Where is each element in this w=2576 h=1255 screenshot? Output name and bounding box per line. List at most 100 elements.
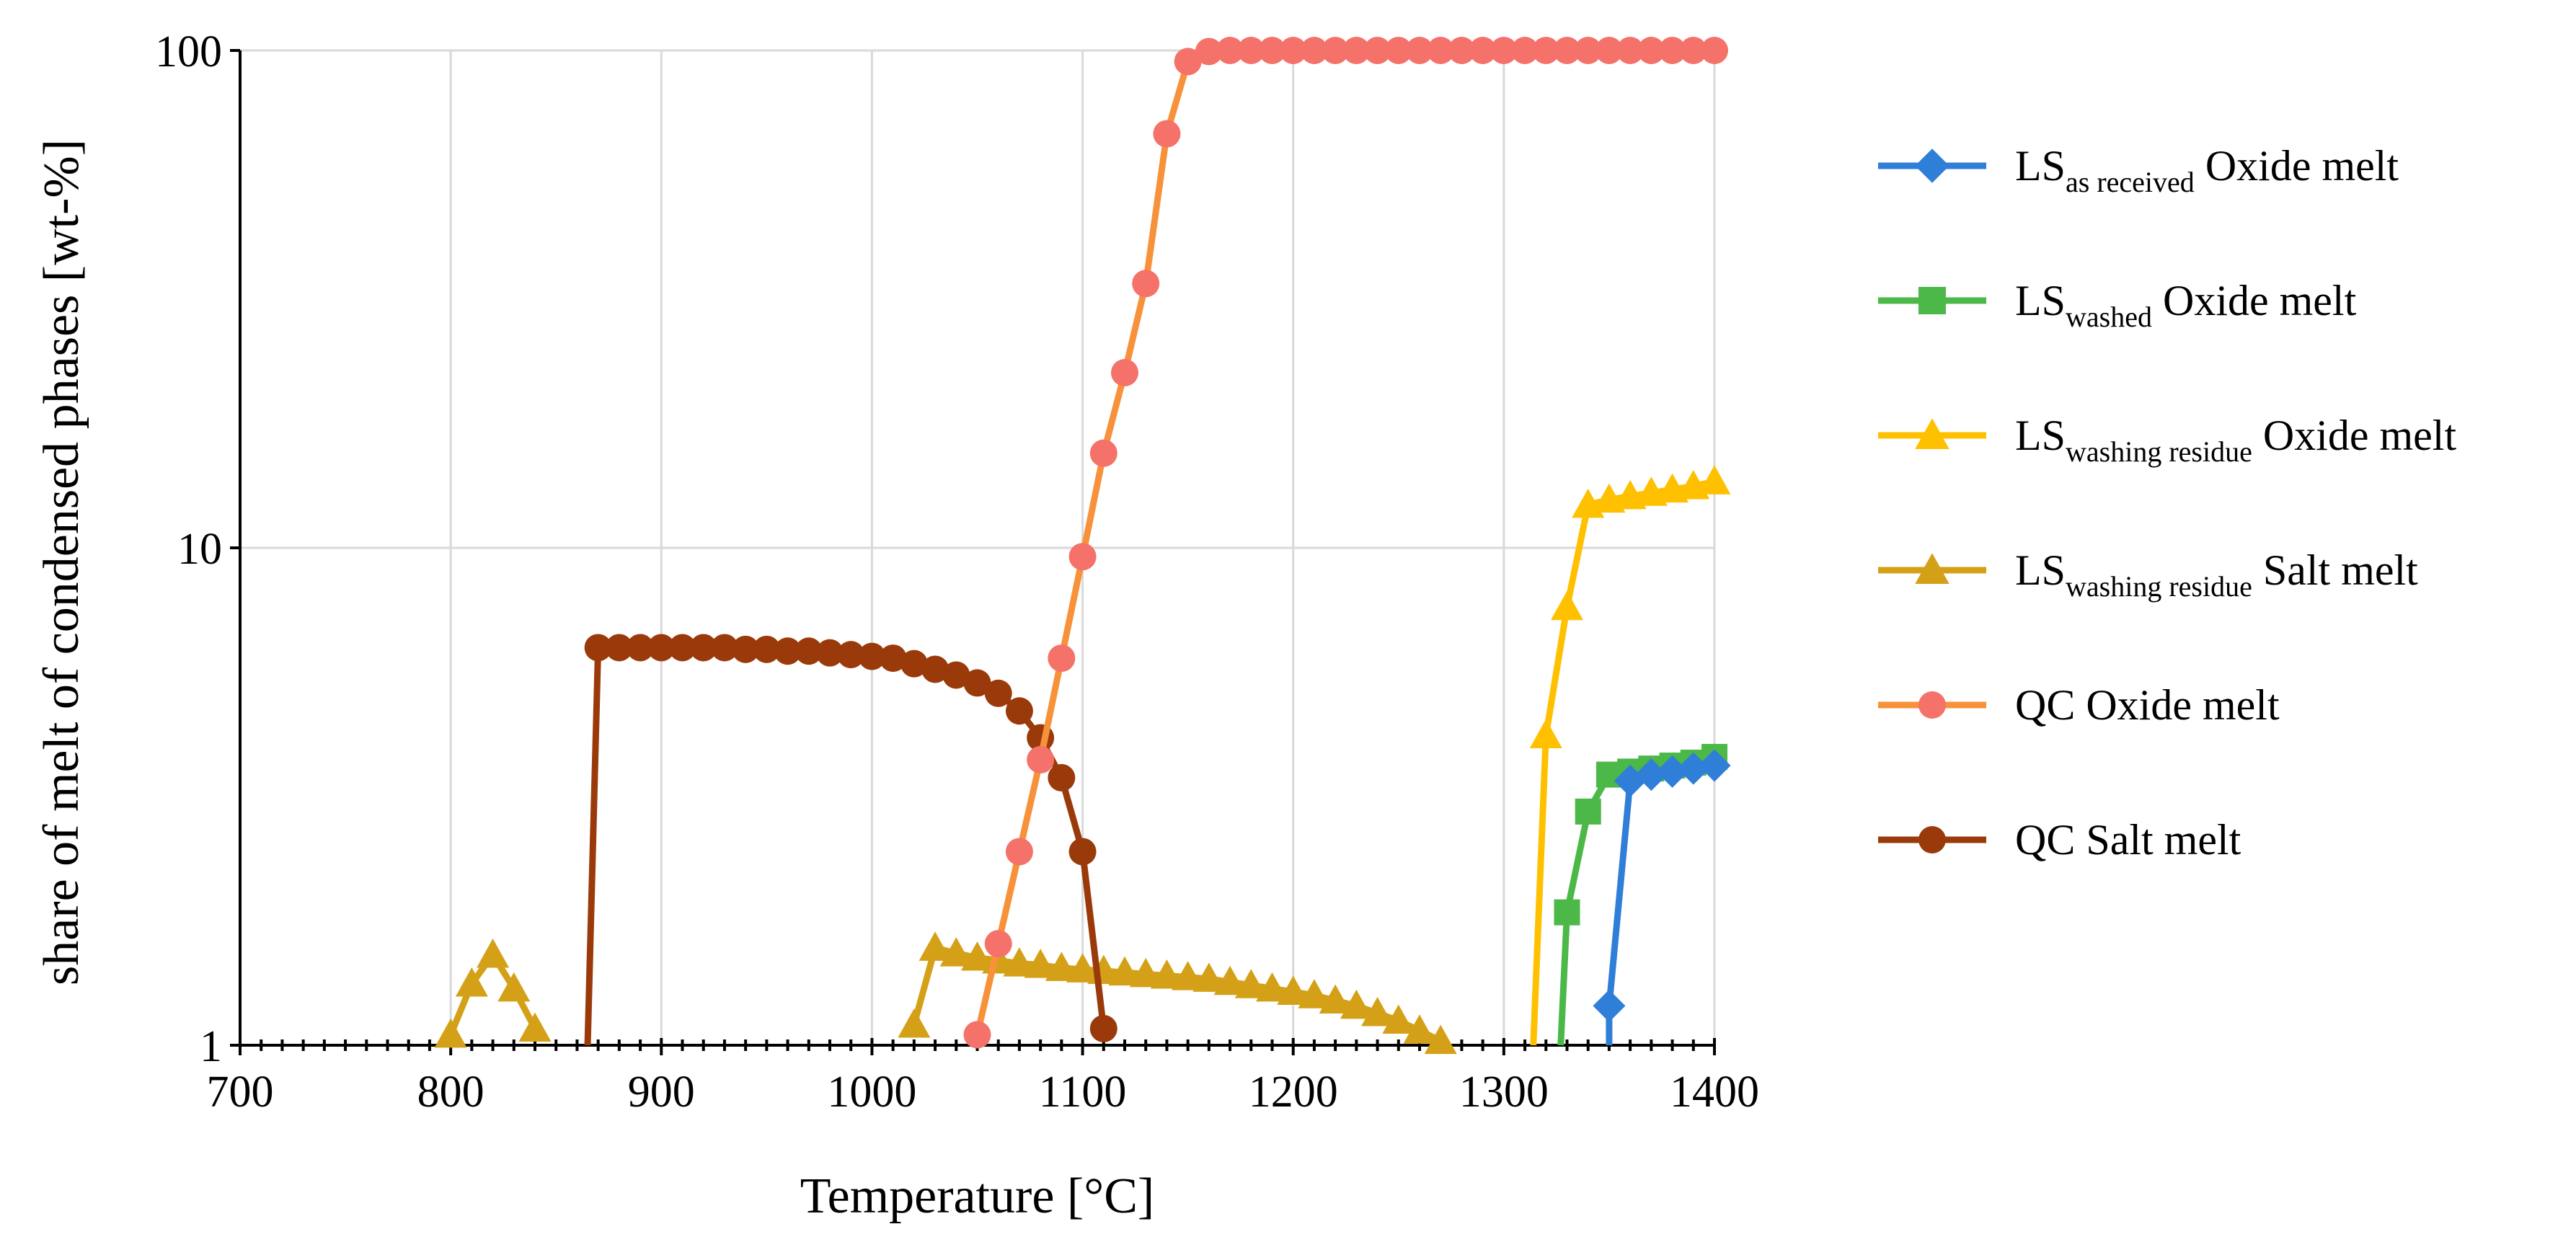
data-point	[1658, 37, 1686, 64]
series-4	[963, 37, 1728, 1049]
data-point	[1698, 749, 1731, 782]
data-point	[1003, 947, 1036, 977]
data-point	[1089, 1014, 1117, 1042]
data-point	[1698, 465, 1731, 495]
x-tick-label: 1100	[1039, 1068, 1127, 1117]
data-point	[1024, 949, 1057, 978]
x-axis-title: Temperature [°C]	[800, 1168, 1154, 1224]
data-point	[961, 941, 993, 971]
data-point	[1048, 763, 1076, 791]
legend-item: LSwashing residue Oxide melt	[1878, 412, 2456, 468]
x-tick-label: 1300	[1459, 1068, 1549, 1117]
data-point	[1027, 745, 1055, 773]
series-1	[1554, 743, 1727, 1046]
data-point	[1701, 37, 1728, 64]
data-point	[497, 972, 531, 1002]
data-point	[984, 930, 1012, 958]
legend-label-rest: Salt melt	[2252, 546, 2418, 594]
x-tick-label: 800	[417, 1068, 484, 1117]
legend-item: QC Oxide melt	[1878, 681, 2280, 729]
data-point	[1068, 543, 1097, 571]
data-point	[1406, 37, 1433, 64]
data-point	[1677, 752, 1710, 785]
legend-label: LSas received Oxide melt	[2015, 142, 2399, 198]
data-point	[1153, 120, 1181, 148]
legend-label-main: QC Oxide melt	[2015, 681, 2280, 729]
data-point	[1129, 957, 1162, 988]
data-point	[647, 634, 676, 662]
data-point	[1192, 962, 1226, 992]
data-point	[1342, 37, 1371, 64]
data-point	[668, 634, 696, 662]
data-point	[963, 669, 991, 697]
data-point	[1300, 37, 1328, 64]
data-point	[1616, 37, 1645, 64]
data-point	[1132, 270, 1160, 298]
y-tick-label: 10	[177, 525, 222, 574]
series-3	[434, 931, 1457, 1055]
data-point	[689, 634, 717, 662]
data-point	[1089, 439, 1117, 467]
legend-label-main: QC Salt melt	[2015, 816, 2241, 864]
axes	[230, 49, 1716, 1055]
data-point	[858, 642, 886, 670]
x-tick-label: 700	[207, 1068, 274, 1117]
data-point	[732, 635, 760, 663]
legend-item: LSwashed Oxide melt	[1878, 277, 2357, 333]
data-point	[1529, 719, 1562, 748]
legend-label-main: LS	[2015, 142, 2066, 190]
data-point	[1551, 590, 1583, 621]
legend-label: QC Oxide melt	[2015, 681, 2280, 729]
data-point	[1322, 37, 1350, 64]
data-point	[1363, 37, 1391, 64]
legend-label: QC Salt melt	[2015, 816, 2241, 864]
data-point	[942, 661, 970, 689]
data-point	[963, 1021, 991, 1049]
data-point	[1427, 37, 1455, 64]
data-point	[1005, 838, 1033, 866]
data-point	[837, 641, 865, 669]
data-point	[921, 655, 950, 683]
data-point	[1216, 37, 1244, 64]
data-point	[1174, 48, 1202, 76]
data-point	[1298, 979, 1331, 1008]
data-point	[1448, 37, 1476, 64]
data-point	[1340, 989, 1373, 1019]
data-point	[1679, 37, 1707, 64]
data-point	[1634, 758, 1668, 791]
data-point	[1068, 838, 1097, 866]
x-tick-label: 1400	[1670, 1068, 1759, 1117]
data-point	[1490, 37, 1518, 64]
data-point	[774, 637, 802, 665]
legend-item: LSwashing residue Salt melt	[1878, 546, 2418, 603]
data-point	[1108, 956, 1141, 986]
data-point	[879, 644, 907, 673]
x-tick-label: 1200	[1249, 1068, 1338, 1117]
data-point	[1511, 37, 1539, 64]
data-point	[1195, 37, 1223, 66]
legend-marker	[1918, 691, 1946, 719]
data-point	[1384, 37, 1412, 64]
data-point	[1066, 953, 1099, 983]
data-point	[1319, 984, 1352, 1014]
series-0	[1593, 749, 1731, 1045]
legend-label-rest: Oxide melt	[2152, 277, 2357, 324]
data-point	[1045, 952, 1078, 981]
data-point	[1532, 37, 1560, 64]
data-point	[584, 634, 612, 662]
data-point	[1172, 961, 1205, 990]
series-2	[1529, 465, 1731, 1046]
data-point	[1595, 37, 1623, 64]
data-point	[455, 967, 488, 997]
data-point	[1150, 959, 1183, 989]
legend-label-subscript: washing residue	[2066, 570, 2252, 603]
grid-lines	[240, 49, 1716, 1045]
data-point	[1574, 37, 1602, 64]
legend-label: LSwashing residue Oxide melt	[2015, 412, 2456, 468]
legend-marker	[1918, 826, 1946, 853]
data-point	[477, 939, 510, 968]
legend-marker	[1918, 287, 1946, 314]
y-axis-title: share of melt of condensed phases [wt-%]	[34, 139, 89, 985]
data-point	[1258, 37, 1286, 64]
